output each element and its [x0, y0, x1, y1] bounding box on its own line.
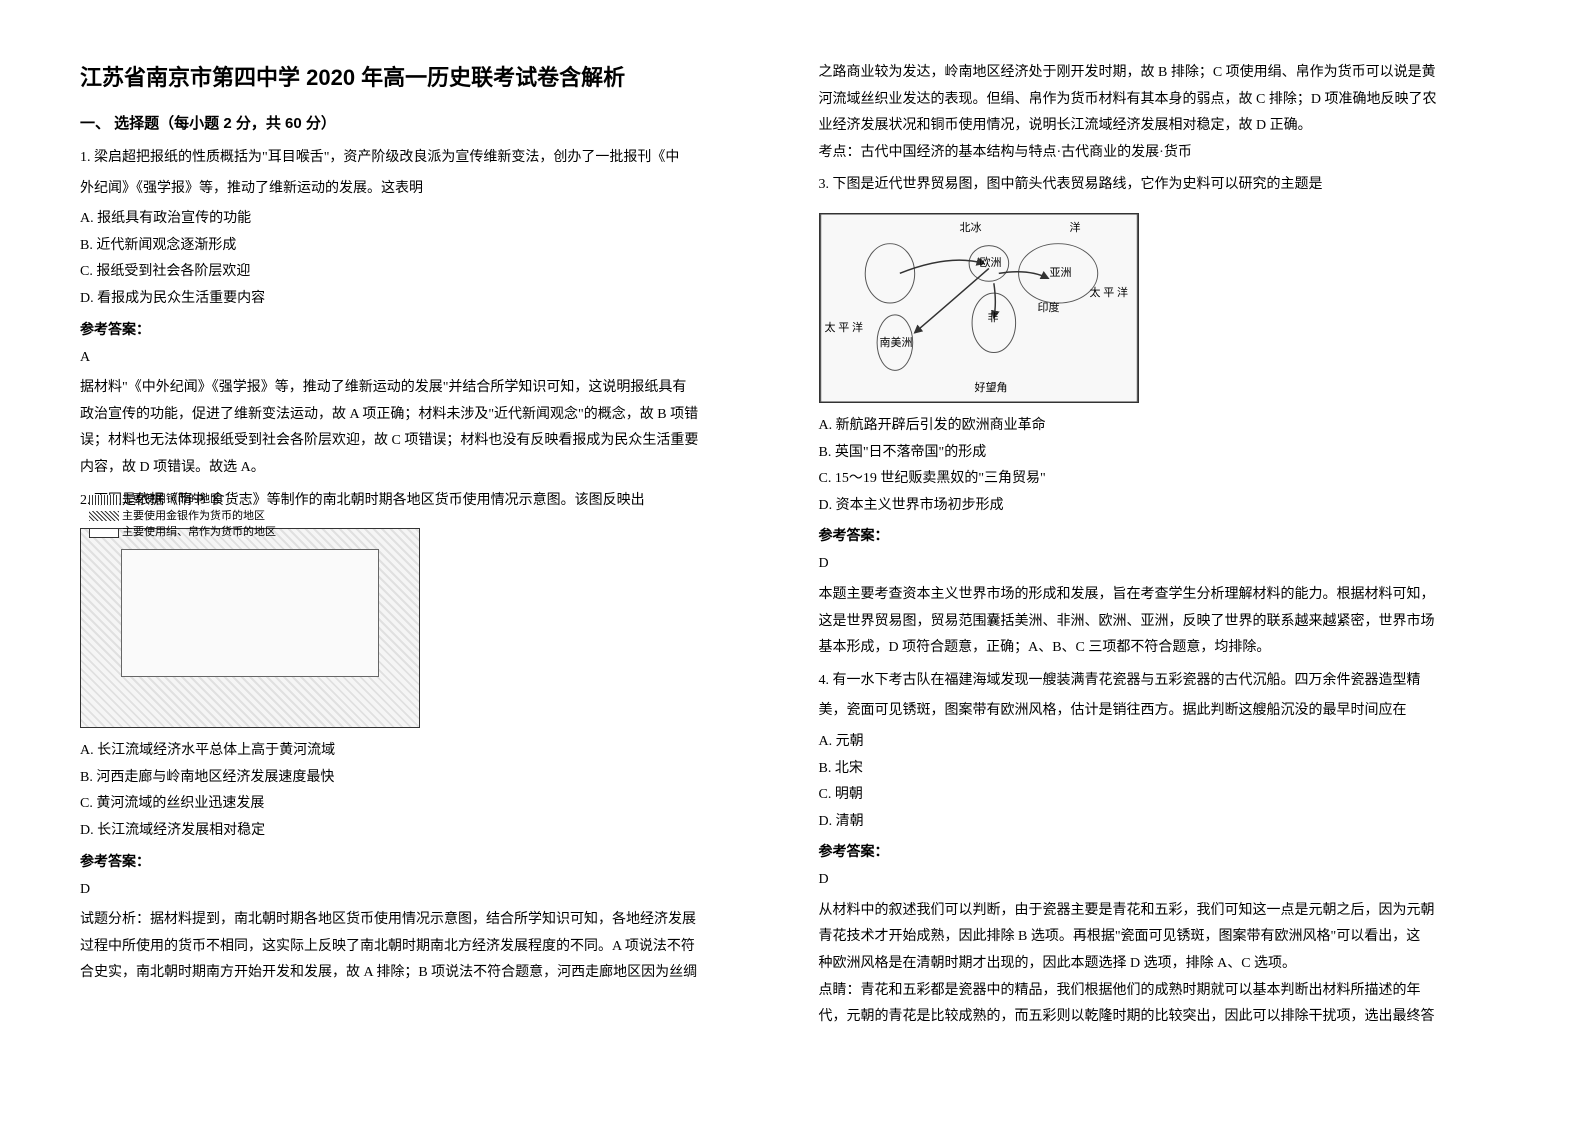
q4-option-c: C. 明朝	[819, 782, 1508, 809]
label-africa: 非	[988, 309, 999, 325]
q3-option-a: A. 新航路开辟后引发的欧洲商业革命	[819, 413, 1508, 440]
q2-answer: D	[80, 877, 769, 904]
label-ocean: 洋	[1070, 219, 1081, 235]
map-legend: 主要使用铜币的地区 主要使用金银作为货币的地区 主要使用绢、帛作为货币的地区	[89, 491, 419, 541]
q1-explanation-2: 政治宣传的功能，促进了维新变法运动，故 A 项正确；材料未涉及"近代新闻观念"的…	[80, 402, 769, 429]
legend-box-2	[89, 511, 119, 521]
q1-text-2: 外纪闻》《强学报》等，推动了维新运动的发展。这表明	[80, 176, 769, 203]
col2-line-2: 河流域丝织业发达的表现。但绢、帛作为货币材料有其本身的弱点，故 C 排除；D 项…	[819, 87, 1508, 114]
q1-answer-label: 参考答案：	[80, 319, 769, 339]
legend-box-3	[89, 528, 119, 538]
q2-explanation-2: 过程中所使用的货币不相同，这实际上反映了南北朝时期南北方经济发展程度的不同。A …	[80, 934, 769, 961]
q4-option-b: B. 北宋	[819, 756, 1508, 783]
q2-option-c: C. 黄河流域的丝织业迅速发展	[80, 791, 769, 818]
q4-answer: D	[819, 867, 1508, 894]
q1-option-d: D. 看报成为民众生活重要内容	[80, 286, 769, 313]
q1-text-1: 1. 梁启超把报纸的性质概括为"耳目喉舌"，资产阶级改良派为宣传维新变法，创办了…	[80, 145, 769, 172]
col2-line-1: 之路商业较为发达，岭南地区经济处于刚开发时期，故 B 排除；C 项使用绢、帛作为…	[819, 60, 1508, 87]
q2-answer-label: 参考答案：	[80, 851, 769, 871]
china-map-figure: 主要使用铜币的地区 主要使用金银作为货币的地区 主要使用绢、帛作为货币的地区	[80, 528, 420, 728]
q4-explanation-1: 从材料中的叙述我们可以判断，由于瓷器主要是青花和五彩，我们可知这一点是元朝之后，…	[819, 898, 1508, 925]
legend-box-1	[89, 495, 119, 505]
q2-option-d: D. 长江流域经济发展相对稳定	[80, 818, 769, 845]
q1-option-b: B. 近代新闻观念逐渐形成	[80, 233, 769, 260]
q3-option-b: B. 英国"日不落帝国"的形成	[819, 440, 1508, 467]
q3-explanation-2: 这是世界贸易图，贸易范围囊括美洲、非洲、欧洲、亚洲，反映了世界的联系越来越紧密，…	[819, 609, 1508, 636]
label-pacific-r: 太 平 洋	[1090, 284, 1129, 300]
q3-explanation-3: 基本形成，D 项符合题意，正确；A、B、C 三项都不符合题意，均排除。	[819, 635, 1508, 662]
q4-answer-label: 参考答案：	[819, 841, 1508, 861]
q3-explanation-1: 本题主要考查资本主义世界市场的形成和发展，旨在考查学生分析理解材料的能力。根据材…	[819, 582, 1508, 609]
label-sa: 南美洲	[880, 334, 913, 350]
label-asia: 亚洲	[1050, 264, 1072, 280]
q4-option-d: D. 清朝	[819, 809, 1508, 836]
label-europe: 欧洲	[980, 254, 1002, 270]
q2-option-b: B. 河西走廊与岭南地区经济发展速度最快	[80, 765, 769, 792]
q4-option-a: A. 元朝	[819, 729, 1508, 756]
q3-option-d: D. 资本主义世界市场初步形成	[819, 493, 1508, 520]
q1-explanation-4: 内容，故 D 项错误。故选 A。	[80, 455, 769, 482]
q3-text-1: 3. 下图是近代世界贸易图，图中箭头代表贸易路线，它作为史料可以研究的主题是	[819, 172, 1508, 199]
q1-option-c: C. 报纸受到社会各阶层欢迎	[80, 259, 769, 286]
legend-1: 主要使用铜币的地区	[122, 493, 221, 505]
label-pacific-l: 太 平 洋	[825, 319, 864, 335]
col2-line-4: 考点：古代中国经济的基本结构与特点·古代商业的发展·货币	[819, 140, 1508, 167]
q4-explanation-5: 代，元朝的青花是比较成熟的，而五彩则以乾隆时期的比较突出，因此可以排除干扰项，选…	[819, 1004, 1508, 1031]
q3-answer: D	[819, 551, 1508, 578]
q1-explanation-1: 据材料"《中外纪闻》《强学报》等，推动了维新运动的发展"并结合所学知识可知，这说…	[80, 375, 769, 402]
q4-explanation-2: 青花技术才开始成熟，因此排除 B 选项。再根据"瓷面可见锈斑，图案带有欧洲风格"…	[819, 924, 1508, 951]
section-header: 一、 选择题（每小题 2 分，共 60 分）	[80, 112, 769, 133]
document-title: 江苏省南京市第四中学 2020 年高一历史联考试卷含解析	[80, 60, 769, 92]
q4-text-1: 4. 有一水下考古队在福建海域发现一艘装满青花瓷器与五彩瓷器的古代沉船。四万余件…	[819, 668, 1508, 695]
legend-2: 主要使用金银作为货币的地区	[122, 510, 265, 522]
col2-line-3: 业经济发展状况和铜币使用情况，说明长江流域经济发展相对稳定，故 D 正确。	[819, 113, 1508, 140]
q2-explanation-3: 合史实，南北朝时期南方开始开发和发展，故 A 排除；B 项说法不符合题意，河西走…	[80, 960, 769, 987]
left-column: 江苏省南京市第四中学 2020 年高一历史联考试卷含解析 一、 选择题（每小题 …	[80, 60, 769, 1062]
label-india: 印度	[1038, 299, 1060, 315]
q3-option-c: C. 15～19 世纪贩卖黑奴的"三角贸易"	[819, 466, 1508, 493]
q4-explanation-4: 点睛：青花和五彩都是瓷器中的精品，我们根据他们的成熟时期就可以基本判断出材料所描…	[819, 978, 1508, 1005]
q3-answer-label: 参考答案：	[819, 525, 1508, 545]
q2-explanation-1: 试题分析：据材料提到，南北朝时期各地区货币使用情况示意图，结合所学知识可知，各地…	[80, 907, 769, 934]
label-good-hope: 好望角	[975, 379, 1008, 395]
legend-3: 主要使用绢、帛作为货币的地区	[122, 526, 276, 538]
q1-explanation-3: 误；材料也无法体现报纸受到社会各阶层欢迎，故 C 项错误；材料也没有反映看报成为…	[80, 428, 769, 455]
right-column: 之路商业较为发达，岭南地区经济处于刚开发时期，故 B 排除；C 项使用绢、帛作为…	[819, 60, 1508, 1062]
q1-answer: A	[80, 345, 769, 372]
q4-explanation-3: 种欧洲风格是在清朝时期才出现的，因此本题选择 D 选项，排除 A、C 选项。	[819, 951, 1508, 978]
q2-option-a: A. 长江流域经济水平总体上高于黄河流域	[80, 738, 769, 765]
label-north-ice: 北冰	[960, 219, 982, 235]
world-map-svg	[820, 214, 1138, 402]
q4-text-2: 美，瓷面可见锈斑，图案带有欧洲风格，估计是销往西方。据此判断这艘船沉没的最早时间…	[819, 698, 1508, 725]
q1-option-a: A. 报纸具有政治宣传的功能	[80, 206, 769, 233]
world-trade-map: 北冰 洋 欧洲 亚洲 非 印度 太 平 洋 太 平 洋 南美洲 好望角	[819, 213, 1139, 403]
